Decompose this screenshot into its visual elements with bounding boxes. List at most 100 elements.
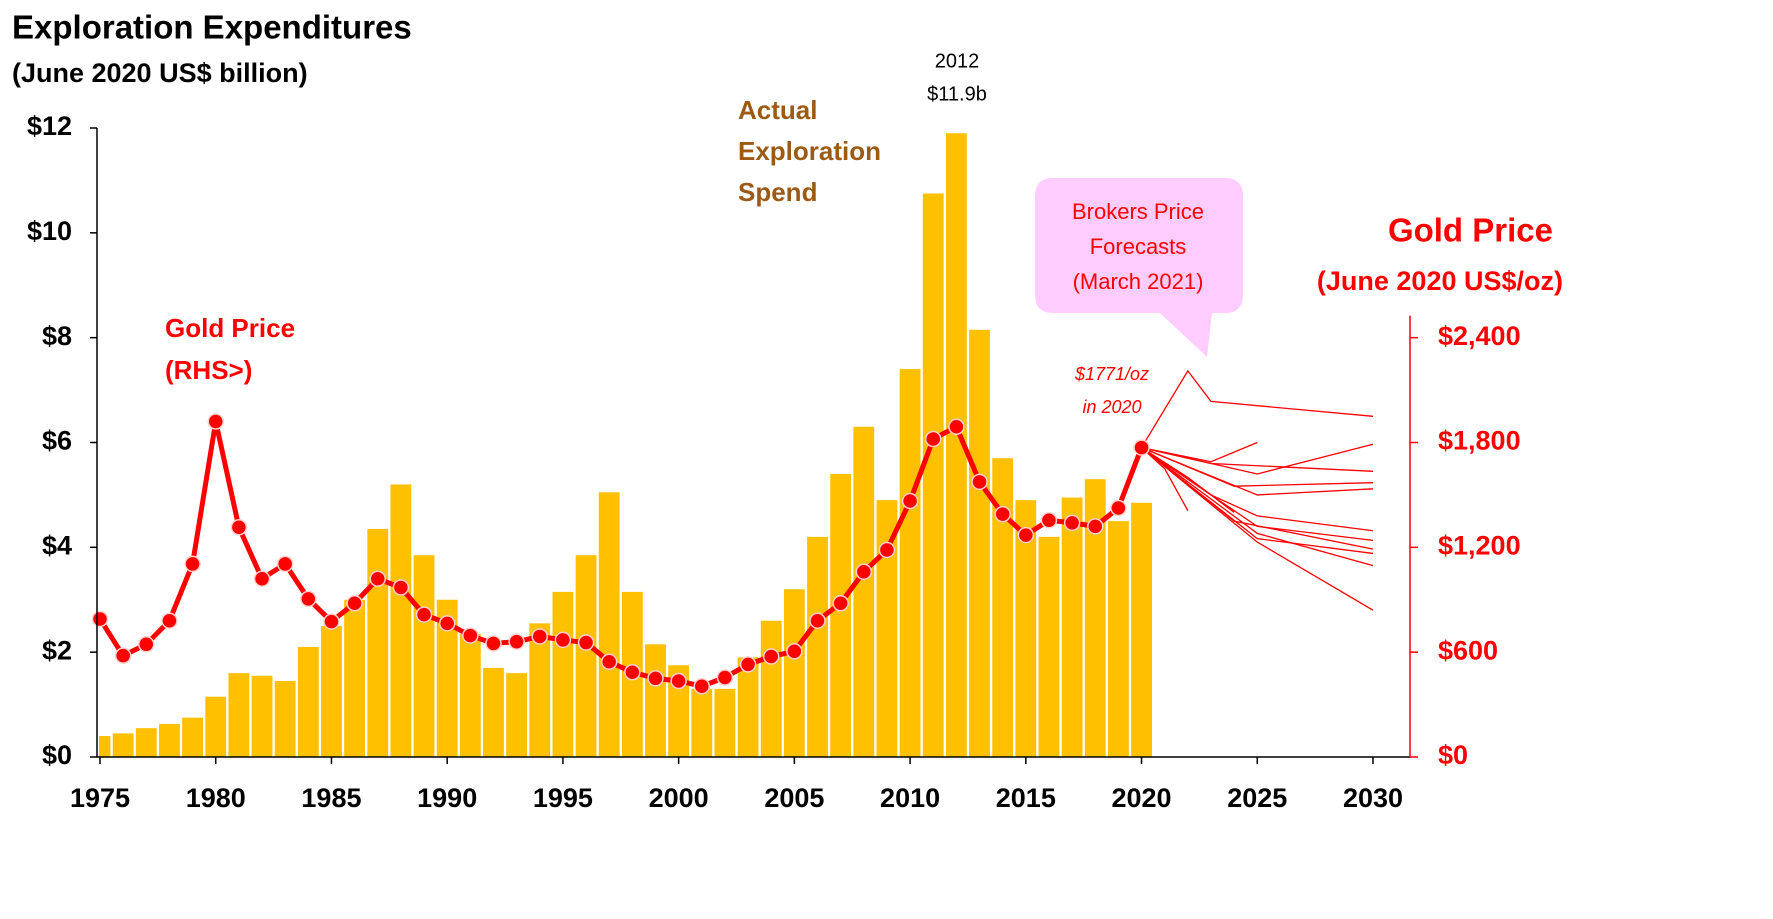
gold-price-marker xyxy=(1087,518,1104,535)
bar xyxy=(182,717,203,757)
gold-price-marker xyxy=(600,653,618,671)
annotation: Brokers Price xyxy=(1072,199,1204,224)
bar xyxy=(205,696,227,757)
bar xyxy=(251,675,273,757)
bar xyxy=(737,657,759,757)
gold-price-marker xyxy=(230,518,248,536)
y2-tick-label: $1,800 xyxy=(1438,426,1521,456)
forecast-line xyxy=(1141,447,1189,511)
forecast-line xyxy=(1140,369,1374,448)
gold-price-marker xyxy=(577,634,595,651)
gold-price-marker xyxy=(554,631,572,649)
annotation: 2012 xyxy=(935,50,980,72)
y-tick-label: $12 xyxy=(27,111,72,141)
x-tick-label: 1975 xyxy=(70,783,130,813)
gold-price-marker xyxy=(207,413,224,430)
forecast-line xyxy=(1141,446,1374,496)
bar xyxy=(506,673,528,757)
gold-price-marker xyxy=(438,615,456,632)
bar xyxy=(945,133,967,757)
x-tick-label: 1980 xyxy=(186,783,246,813)
gold-price-marker xyxy=(300,590,317,608)
gold-price-marker xyxy=(670,672,687,690)
bar xyxy=(135,728,157,757)
bar xyxy=(783,589,805,757)
bar xyxy=(459,633,481,757)
bar xyxy=(1015,500,1037,757)
series-label: Gold Price xyxy=(165,313,295,343)
annotation: Forecasts xyxy=(1090,234,1187,259)
gold-price-marker xyxy=(253,570,271,588)
bar xyxy=(992,458,1014,757)
gold-price-marker xyxy=(971,473,988,491)
y-tick-label: $6 xyxy=(42,426,72,456)
x-tick-label: 2005 xyxy=(764,783,824,813)
bar xyxy=(99,736,111,757)
forecast-line xyxy=(1141,447,1235,513)
chart-subtitle: (June 2020 US$ billion) xyxy=(12,58,308,88)
y-tick-label: $10 xyxy=(27,216,72,246)
bar xyxy=(760,620,782,757)
bar xyxy=(390,484,412,757)
gold-price-marker xyxy=(739,656,757,673)
gold-price-marker xyxy=(809,612,826,629)
chart-title: Exploration Expenditures xyxy=(12,9,412,46)
bar xyxy=(112,733,134,757)
y-tick-label: $4 xyxy=(42,530,72,560)
x-tick-label: 2015 xyxy=(996,783,1056,813)
x-tick-label: 1995 xyxy=(533,783,593,813)
bar xyxy=(969,329,990,757)
gold-price-marker xyxy=(786,643,803,660)
annotation: $1771/oz xyxy=(1074,364,1149,384)
bar xyxy=(645,644,666,757)
bar xyxy=(853,426,875,757)
callout-bubble xyxy=(1035,178,1243,357)
bar xyxy=(575,555,597,757)
x-tick-label: 2000 xyxy=(649,783,709,813)
x-tick-label: 1990 xyxy=(417,783,477,813)
y-tick-label: $8 xyxy=(42,321,72,351)
gold-price-marker xyxy=(924,430,942,448)
gold-price-marker xyxy=(1017,526,1035,544)
y-tick-label: $0 xyxy=(42,740,72,770)
gold-price-marker xyxy=(762,648,780,665)
gold-price-marker xyxy=(369,570,386,588)
bar xyxy=(1061,497,1083,757)
bar xyxy=(367,528,389,757)
gold-price-marker xyxy=(647,670,664,687)
gold-price-marker xyxy=(392,579,410,596)
bar xyxy=(807,536,828,757)
x-tick-label: 1985 xyxy=(301,783,361,813)
x-tick-label: 2010 xyxy=(880,783,940,813)
gold-price-marker xyxy=(138,636,155,653)
gold-price-marker xyxy=(346,594,363,612)
series-label: Exploration xyxy=(738,136,881,166)
bar xyxy=(552,591,574,757)
gold-price-marker xyxy=(114,647,132,664)
gold-price-marker xyxy=(415,606,433,623)
gold-price-marker xyxy=(91,610,109,628)
annotation: in 2020 xyxy=(1082,397,1141,417)
gold-price-marker xyxy=(716,669,734,686)
gold-price-marker xyxy=(1063,514,1081,532)
gold-price-marker xyxy=(462,627,479,644)
gold-price-marker xyxy=(508,633,525,650)
y2-tick-label: $2,400 xyxy=(1438,321,1521,351)
gold-price-marker xyxy=(1110,499,1127,517)
gold-price-marker xyxy=(276,555,294,573)
bar xyxy=(876,500,898,757)
y-tick-label: $2 xyxy=(42,635,72,665)
x-tick-label: 2020 xyxy=(1112,783,1172,813)
gold-price-marker xyxy=(994,505,1011,523)
series-label: Spend xyxy=(738,177,817,207)
forecast-line xyxy=(1141,447,1374,555)
series-label: (RHS>) xyxy=(165,355,252,385)
gold-price-marker xyxy=(323,613,340,630)
bar xyxy=(598,492,620,757)
bar xyxy=(830,473,852,757)
bar xyxy=(1131,502,1152,757)
bars xyxy=(99,133,1152,758)
bar xyxy=(274,680,296,757)
bar xyxy=(297,646,319,757)
